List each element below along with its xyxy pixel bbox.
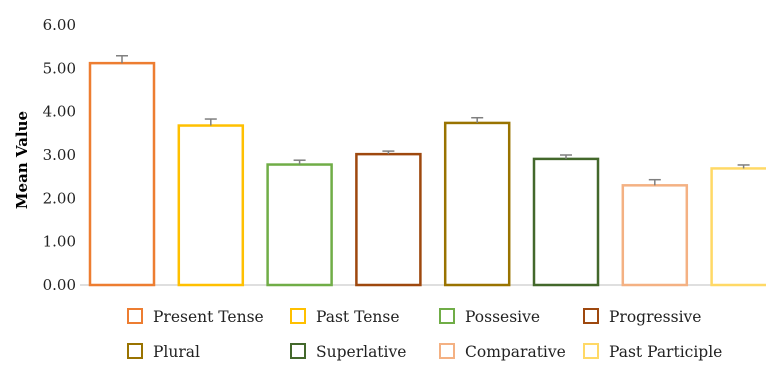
legend-label: Superlative <box>316 343 406 361</box>
legend-label: Comparative <box>465 343 566 361</box>
bar-present-tense <box>88 61 156 287</box>
legend-item-possesive: Possesive <box>439 308 540 326</box>
legend-item-past-tense: Past Tense <box>290 308 400 326</box>
legend-swatch <box>439 308 455 324</box>
error-bar <box>116 55 128 64</box>
y-tick-label: 3.00 <box>43 146 76 164</box>
error-bar <box>737 164 750 169</box>
legend-item-superlative: Superlative <box>290 343 406 361</box>
legend-item-plural: Plural <box>127 343 200 361</box>
y-axis-label: Mean Value <box>13 111 31 209</box>
legend-label: Present Tense <box>153 308 264 326</box>
y-tick-label: 5.00 <box>43 59 76 77</box>
y-tick-label: 0.00 <box>43 276 76 294</box>
legend-label: Possesive <box>465 308 540 326</box>
y-tick-label: 4.00 <box>43 103 76 121</box>
error-bar <box>293 159 306 165</box>
legend-swatch <box>290 343 306 359</box>
legend-swatch <box>583 308 599 324</box>
y-tick-label: 1.00 <box>43 233 76 251</box>
bar-comparative <box>621 184 689 287</box>
bar-progressive <box>355 152 422 287</box>
error-bar <box>471 116 484 123</box>
legend-label: Past Participle <box>609 343 722 361</box>
bar-past-participle <box>710 167 766 287</box>
legend-label: Progressive <box>609 308 701 326</box>
bar-superlative <box>532 157 600 287</box>
legend-swatch <box>127 308 143 324</box>
bars <box>88 55 766 287</box>
legend-item-present-tense: Present Tense <box>127 308 264 326</box>
error-bar <box>382 150 395 155</box>
legend-swatch <box>439 343 455 359</box>
legend-label: Past Tense <box>316 308 400 326</box>
legend-label: Plural <box>153 343 200 361</box>
legend-swatch <box>290 308 306 324</box>
bar-past-tense <box>177 124 245 287</box>
legend-item-comparative: Comparative <box>439 343 566 361</box>
y-tick-label: 6.00 <box>43 16 76 34</box>
legend-item-progressive: Progressive <box>583 308 701 326</box>
y-tick-label: 2.00 <box>43 189 76 207</box>
legend: Present Tense Past Tense Possesive Progress… <box>127 308 722 361</box>
bar-plural <box>443 121 511 287</box>
error-bar <box>204 118 217 126</box>
legend-swatch <box>583 343 599 359</box>
legend-item-past-participle: Past Participle <box>583 343 722 361</box>
bar-possesive <box>266 163 333 287</box>
error-bar <box>648 178 661 186</box>
legend-swatch <box>127 343 143 359</box>
y-axis-ticks: 0.00 1.00 2.00 3.00 4.00 5.00 6.00 <box>43 16 76 294</box>
error-bar <box>560 154 572 159</box>
